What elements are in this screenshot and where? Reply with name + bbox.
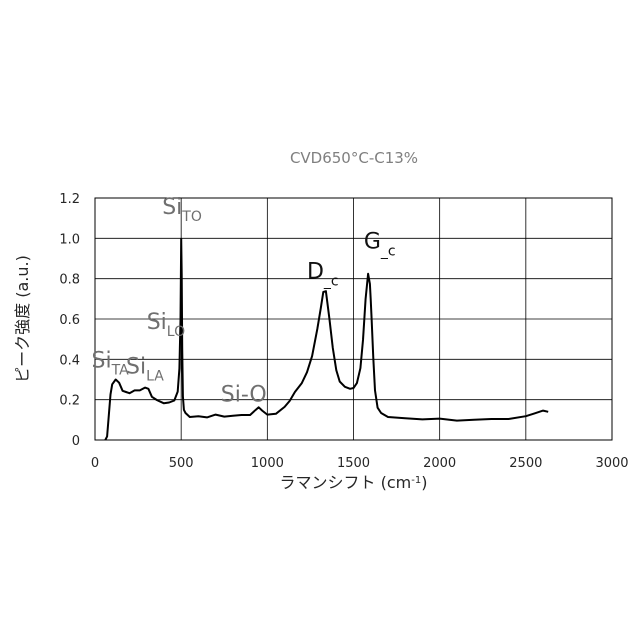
x-tick-label: 0 — [91, 456, 99, 471]
peak-label-subscript: LO — [167, 324, 185, 340]
x-tick-labels: 0 500 1000 1500 2000 2500 3000 — [91, 456, 629, 471]
y-tick-label: 1.2 — [59, 192, 80, 207]
x-axis-label-superscript: -1 — [411, 475, 421, 486]
x-tick-label: 2000 — [423, 456, 456, 471]
peak-label-main: G — [364, 229, 381, 254]
peak-label-main: Si — [126, 354, 146, 379]
y-tick-label: 0.4 — [59, 353, 80, 368]
peak-label-main: Si — [147, 310, 167, 335]
y-axis-label: ピーク強度 (a.u.) — [13, 255, 32, 383]
peak-label-subscript: TO — [181, 209, 202, 225]
peak-label: Si-O — [221, 383, 267, 408]
peak-label-main: Si-O — [221, 383, 267, 408]
peak-label-main: D — [307, 260, 324, 285]
peak-label-main: Si — [92, 348, 112, 373]
x-tick-label: 3000 — [595, 456, 628, 471]
peak-label: G_c — [364, 229, 396, 259]
grid — [95, 198, 612, 440]
peak-label-subscript: _c — [323, 274, 339, 290]
peak-label: SiTO — [162, 195, 202, 225]
peak-label: SiTA — [92, 348, 130, 378]
peak-label-main: Si — [162, 195, 182, 220]
peak-annotations: SiTOSiLOSiTASiLASi-OD_cG_c — [92, 195, 396, 408]
y-tick-label: 0.8 — [59, 273, 80, 288]
x-tick-label: 1000 — [251, 456, 284, 471]
x-tick-label: 2500 — [509, 456, 542, 471]
y-tick-label: 0.2 — [59, 394, 80, 409]
y-tick-label: 0 — [72, 434, 80, 449]
y-tick-label: 0.6 — [59, 313, 80, 328]
chart-title: CVD650°C-C13% — [290, 149, 418, 167]
peak-label-subscript: _c — [380, 243, 396, 259]
peak-label: D_c — [307, 260, 339, 290]
x-axis-label: ラマンシフト (cm-1) — [280, 473, 428, 492]
x-tick-label: 1500 — [337, 456, 370, 471]
y-tick-label: 1.0 — [59, 232, 80, 247]
peak-label-subscript: LA — [146, 368, 164, 384]
y-tick-labels: 0 0.2 0.4 0.6 0.8 1.0 1.2 — [59, 192, 80, 449]
peak-label: SiLO — [147, 310, 185, 340]
x-axis-label-close: ) — [421, 473, 427, 492]
x-axis-label-main: ラマンシフト (cm — [280, 473, 412, 492]
x-tick-label: 500 — [169, 456, 194, 471]
